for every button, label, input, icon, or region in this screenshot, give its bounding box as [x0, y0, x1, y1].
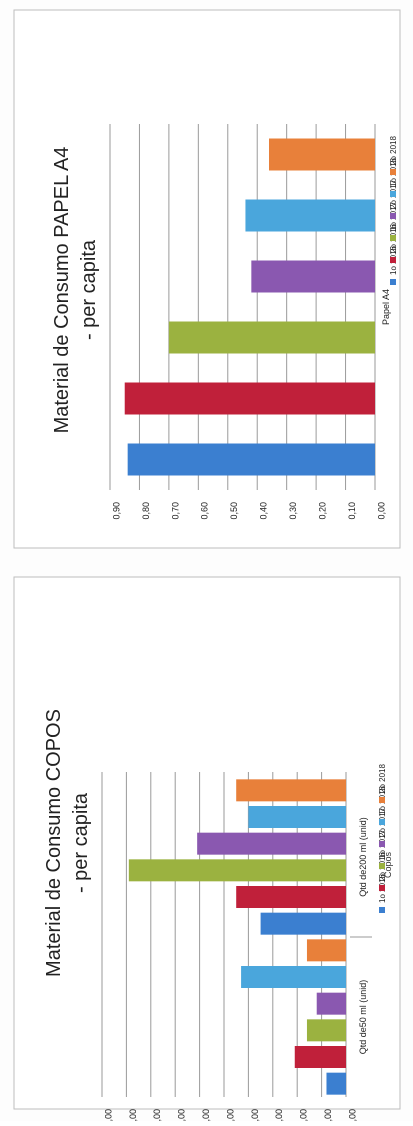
bar [241, 966, 346, 988]
bar [251, 260, 375, 293]
y-tick-label: 0,70 [170, 502, 180, 520]
y-tick-label: 0,80 [141, 502, 151, 520]
legend-swatch [390, 279, 396, 285]
bar [236, 886, 346, 908]
y-tick-label: 0,00 [347, 1109, 357, 1121]
bar [124, 382, 375, 415]
bar [294, 1046, 346, 1068]
bar [236, 779, 346, 802]
legend-swatch [379, 841, 385, 847]
legend-swatch [390, 213, 396, 219]
y-tick-label: 0,30 [288, 502, 298, 520]
y-tick-label: 10,00 [299, 1109, 309, 1121]
y-tick-label: 5,00 [323, 1109, 333, 1121]
legend-swatch [379, 863, 385, 869]
bar [326, 1072, 346, 1095]
y-tick-label: 0,20 [318, 502, 328, 520]
chart-subtitle: - per capita [70, 792, 92, 893]
y-tick-label: 50,00 [103, 1109, 113, 1121]
legend-label: 2o 2018 [389, 136, 398, 165]
category-label: Qtd de50 ml (unid) [358, 980, 368, 1055]
legend-swatch [390, 235, 396, 241]
legend-swatch [390, 191, 396, 197]
bar [306, 939, 346, 962]
bar [248, 806, 346, 828]
legend-label: 2o 2018 [378, 764, 387, 793]
y-tick-label: 0,50 [229, 502, 239, 520]
chart-title: Material de Consumo COPOS [43, 709, 65, 977]
legend-swatch [379, 907, 385, 913]
legend-swatch [390, 257, 396, 263]
bar [168, 321, 375, 354]
y-tick-label: 0,40 [259, 502, 269, 520]
x-axis-title: Copos [383, 851, 393, 878]
legend-swatch [379, 885, 385, 891]
category-label: Papel A4 [381, 289, 391, 325]
chart-subtitle: - per capita [78, 239, 100, 340]
y-tick-label: 15,00 [274, 1109, 284, 1121]
bar [128, 859, 346, 882]
y-tick-label: 30,00 [201, 1109, 211, 1121]
chart-title: Material de Consumo PAPEL A4 [51, 147, 73, 434]
bar [316, 992, 346, 1015]
legend-swatch [379, 797, 385, 803]
y-tick-label: 45,00 [128, 1109, 138, 1121]
legend-swatch [379, 819, 385, 825]
y-tick-label: 40,00 [152, 1109, 162, 1121]
y-tick-label: 35,00 [177, 1109, 187, 1121]
y-tick-label: 20,00 [250, 1109, 260, 1121]
bar [197, 832, 346, 855]
y-tick-label: 0,10 [347, 502, 357, 520]
y-tick-label: 0,00 [376, 502, 386, 520]
bar [260, 912, 346, 935]
bar [306, 1019, 346, 1042]
y-tick-label: 0,60 [200, 502, 210, 520]
y-tick-label: 25,00 [225, 1109, 235, 1121]
legend-swatch [390, 169, 396, 175]
bar [269, 138, 375, 171]
bar [245, 199, 375, 232]
category-label: Qtd de200 ml (unid) [358, 817, 368, 897]
chart-copos: Material de Consumo COPOS - per capita C… [13, 576, 401, 1126]
y-tick-label: 0,90 [111, 502, 121, 520]
bar [127, 443, 376, 476]
chart-papel-a4: Material de Consumo PAPEL A4 - per capit… [13, 9, 401, 549]
